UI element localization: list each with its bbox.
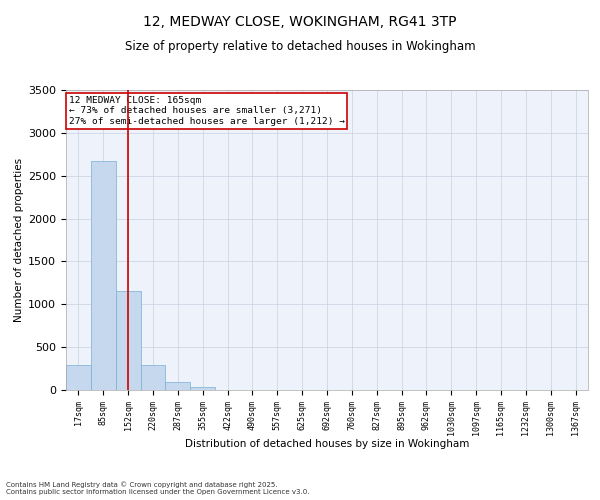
Bar bbox=[140, 364, 166, 390]
Y-axis label: Number of detached properties: Number of detached properties bbox=[14, 158, 24, 322]
Bar bbox=[66, 365, 91, 390]
Bar bbox=[91, 161, 116, 390]
Text: Contains HM Land Registry data © Crown copyright and database right 2025.
Contai: Contains HM Land Registry data © Crown c… bbox=[6, 482, 310, 495]
Text: 12 MEDWAY CLOSE: 165sqm
← 73% of detached houses are smaller (3,271)
27% of semi: 12 MEDWAY CLOSE: 165sqm ← 73% of detache… bbox=[68, 96, 344, 126]
Text: 12, MEDWAY CLOSE, WOKINGHAM, RG41 3TP: 12, MEDWAY CLOSE, WOKINGHAM, RG41 3TP bbox=[143, 15, 457, 29]
Bar bbox=[116, 290, 140, 390]
Text: Size of property relative to detached houses in Wokingham: Size of property relative to detached ho… bbox=[125, 40, 475, 53]
X-axis label: Distribution of detached houses by size in Wokingham: Distribution of detached houses by size … bbox=[185, 439, 469, 449]
Bar bbox=[166, 382, 190, 390]
Bar bbox=[190, 388, 215, 390]
